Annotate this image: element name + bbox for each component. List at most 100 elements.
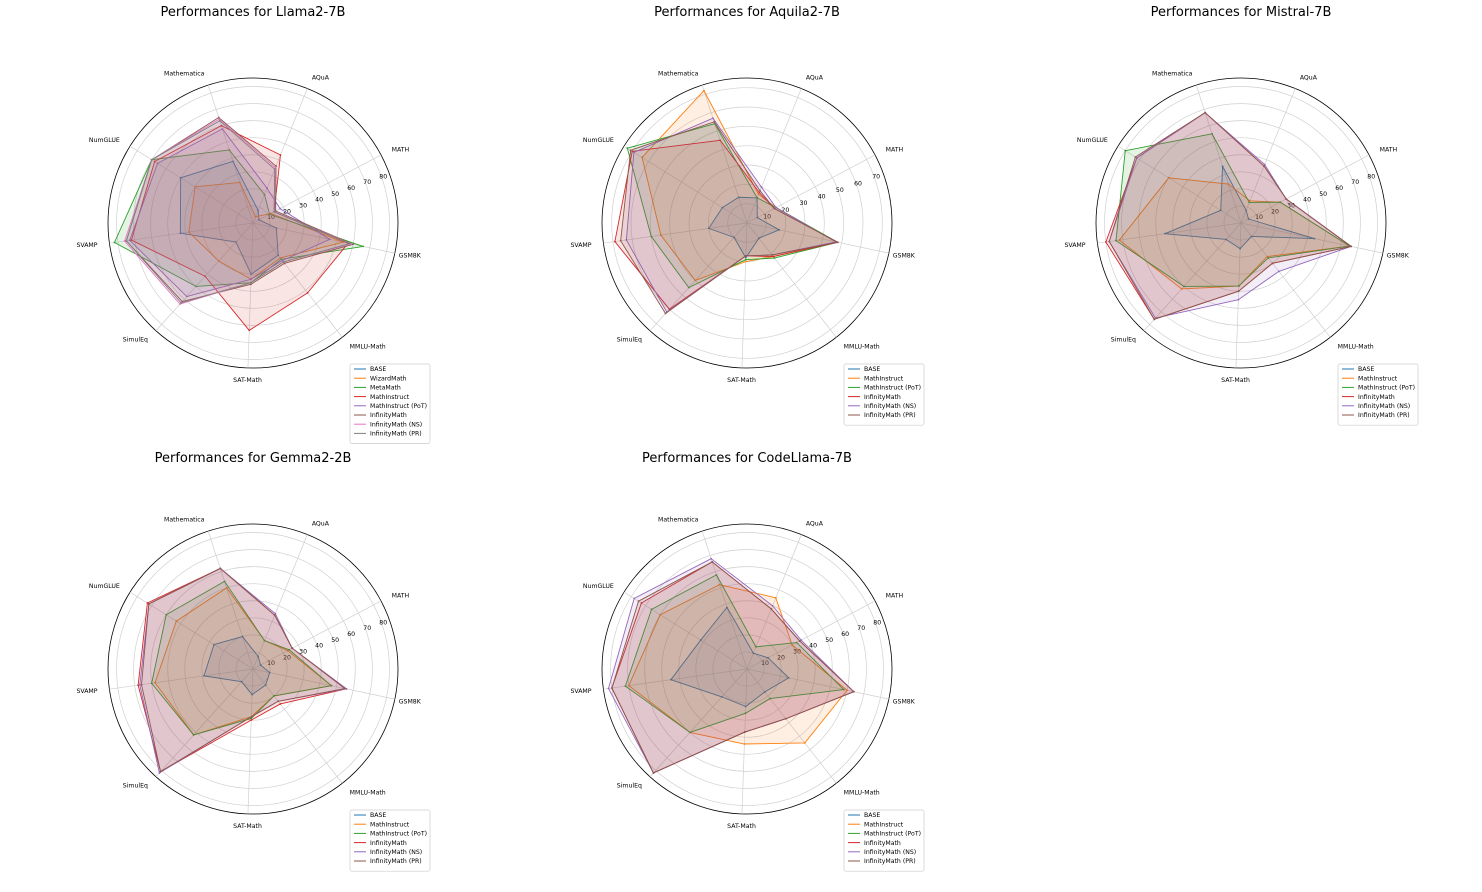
data-point-mathinstruct-mathematica: [1227, 183, 1230, 185]
axis-spoke: [746, 668, 889, 700]
data-point-metamath-simuleq: [195, 285, 197, 288]
radial-tick-label: 10: [267, 214, 275, 221]
radar-frame: [1095, 77, 1387, 369]
grid-ring: [688, 164, 806, 282]
radar-series-group: [137, 567, 348, 774]
data-point-infinitymath-pr-simuleq: [652, 772, 655, 774]
data-point-mathinstruct-pot-mathematica: [223, 580, 226, 583]
grid-ring: [610, 532, 884, 806]
axis-label-math: MATH: [392, 592, 410, 599]
axis-spoke: [603, 668, 748, 690]
radar-svg-codellama-7b: Performances for CodeLlama-7B 10 20 30 40 50 6…: [570, 451, 925, 872]
axis-spoke: [746, 222, 889, 254]
axis-label-mathematica: Mathematica: [658, 517, 699, 524]
series-polygon-infinitymath: [614, 139, 839, 310]
axis-label-numglue: NumGLUE: [89, 583, 120, 590]
data-point-base-aqua: [1245, 209, 1248, 212]
data-point-infinitymath-pr-gsm8k: [852, 690, 855, 693]
data-point-infinitymath-ns-simuleq: [158, 772, 161, 774]
legend-entry-infinitymath-pr: InfinityMath (PR): [370, 858, 422, 865]
data-point-base-mmlu-math: [1250, 235, 1253, 238]
axis-label-sat-math: SAT-Math: [727, 377, 756, 384]
radial-tick-label: 10: [763, 213, 771, 220]
data-point-infinitymath-mathematica: [719, 139, 722, 142]
data-point-base-numglue: [721, 206, 724, 209]
data-point-mathinstruct-pot-simuleq: [687, 286, 690, 289]
legend-entry-mathinstruct: MathInstruct: [864, 821, 904, 828]
data-point-mathinstruct-aqua: [757, 193, 760, 196]
radial-tick-label: 30: [800, 200, 808, 207]
radar-svg-llama2-7b: Performances for Llama2-7B 10 20 30 40 50 60 70…: [76, 5, 431, 444]
grid-ring: [150, 566, 356, 772]
data-point-mathinstruct-numglue: [153, 160, 156, 163]
data-point-mathinstruct-pot-gsm8k: [330, 684, 333, 687]
legend-entry-mathinstruct-pot: MathInstruct (PoT): [1358, 385, 1415, 392]
data-point-mathinstruct-pot-sat-math: [250, 717, 253, 720]
data-point-infinitymath-pr-aqua: [273, 168, 276, 171]
data-point-infinitymath-ns-numglue: [1135, 157, 1138, 159]
series-polygon-base: [708, 196, 780, 259]
data-point-infinitymath-sat-math: [250, 719, 253, 722]
data-point-mathinstruct-sat-math: [744, 260, 747, 263]
radial-tick-label: 30: [299, 202, 307, 209]
data-point-base-simuleq: [234, 241, 237, 243]
data-point-mathinstruct-pot-simuleq: [689, 731, 691, 734]
radial-tick-label: 20: [777, 654, 785, 661]
axis-label-mmlu-math: MMLU-Math: [350, 344, 386, 351]
data-point-infinitymath-ns-aqua: [274, 166, 277, 169]
radial-tick-label: 60: [1335, 185, 1343, 192]
data-point-infinitymath-pr-aqua: [1263, 165, 1265, 167]
data-point-infinitymath-ns-simuleq: [179, 303, 181, 306]
axis-spoke: [1195, 84, 1242, 224]
axis-label-mmlu-math: MMLU-Math: [350, 790, 386, 797]
axis-spoke: [247, 222, 254, 368]
series-polygon-infinitymath-pr: [125, 120, 351, 304]
legend-box: [843, 809, 925, 872]
data-point-base-numglue: [179, 176, 182, 179]
data-point-base-sat-math: [1239, 247, 1242, 250]
axis-spoke: [252, 668, 343, 784]
data-point-mathinstruct-pot-mmlu-math: [1267, 257, 1270, 259]
grid-ring: [644, 566, 850, 772]
data-point-infinitymath-pr-simuleq: [1153, 318, 1156, 321]
data-point-infinitymath-svamp: [137, 684, 140, 687]
legend-box: [843, 363, 925, 426]
axis-label-aqua: AQuA: [806, 74, 824, 81]
axis-label-svamp: SVAMP: [1064, 242, 1085, 249]
data-point-mathinstruct-pot-sat-math: [744, 712, 747, 715]
axis-spoke: [1143, 222, 1242, 331]
grid-ring: [695, 617, 799, 721]
axis-spoke: [603, 222, 748, 244]
radar-panel-codellama-7b: Performances for CodeLlama-7B 10 20 30 40 50 6…: [494, 446, 988, 892]
data-point-metamath-svamp: [113, 241, 116, 244]
data-point-infinitymath-pr-math: [273, 210, 275, 213]
chart-title: Performances for Gemma2-2B: [155, 451, 352, 466]
radar-grid: [107, 523, 399, 815]
grid-ring: [1104, 86, 1378, 360]
data-point-infinitymath-mmlu-math: [772, 255, 775, 258]
data-point-base-math: [767, 656, 769, 659]
data-point-mathinstruct-mathematica: [703, 89, 705, 92]
axis-spoke: [109, 668, 254, 690]
data-point-infinitymath-pr-mathematica: [1204, 111, 1207, 114]
data-point-mathinstruct-pot-sat-math: [1237, 285, 1240, 287]
radar-svg-mistral-7b: Performances for Mistral-7B 10 20 30 40 50 60 7…: [1064, 5, 1419, 426]
data-point-mathinstruct-mmlu-math: [306, 292, 309, 294]
legend-entry-infinitymath-ns: InfinityMath (NS): [864, 403, 916, 410]
data-point-infinitymath-pr-simuleq: [159, 770, 162, 773]
data-point-mathinstruct-math: [286, 649, 289, 652]
radial-tick-label: 30: [299, 648, 307, 655]
axis-spoke: [1097, 222, 1242, 244]
data-point-wizardmath-mmlu-math: [279, 257, 282, 259]
series-polygon-base: [179, 160, 279, 275]
data-point-mathinstruct-pot-mmlu-math: [281, 259, 284, 262]
axis-spoke: [623, 145, 748, 224]
legend-entry-metamath: MetaMath: [370, 385, 401, 392]
axis-spoke: [701, 530, 748, 670]
axis-spoke: [741, 222, 748, 368]
axis-label-aqua: AQuA: [312, 520, 330, 527]
data-point-infinitymath-pr-sat-math: [250, 715, 253, 718]
data-point-infinitymath-pr-sat-math: [744, 254, 747, 257]
data-point-infinitymath-ns-numglue: [632, 151, 635, 154]
data-point-mathinstruct-svamp: [627, 684, 630, 687]
